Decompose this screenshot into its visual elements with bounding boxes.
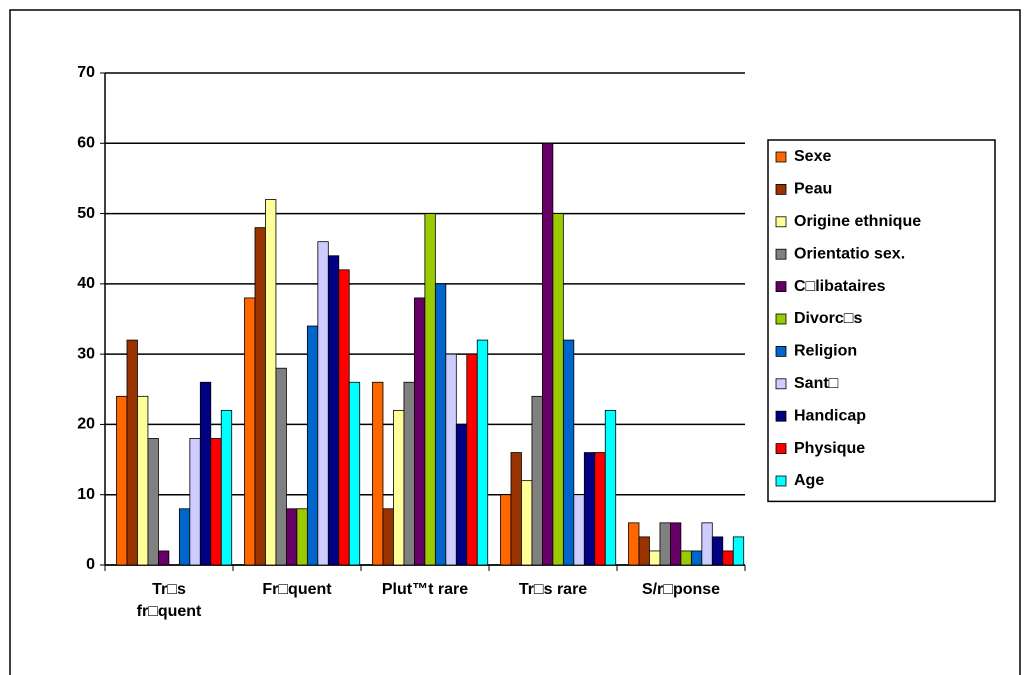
bar (542, 142, 554, 566)
bar (275, 367, 287, 566)
bar (116, 395, 128, 566)
legend-label: C□libataires (794, 278, 886, 295)
legend-box (767, 139, 996, 503)
bar (722, 550, 734, 566)
bar (573, 494, 585, 566)
bar (424, 213, 436, 566)
legend-label: Orientatio sex. (794, 245, 905, 262)
bar (732, 536, 745, 566)
bar (286, 508, 298, 566)
bar (126, 339, 138, 566)
y-tick-label: 70 (77, 64, 95, 81)
bar (604, 409, 617, 566)
bar (531, 395, 543, 566)
bar (594, 452, 606, 566)
bar (348, 381, 361, 566)
legend-swatch (775, 378, 787, 390)
legend-swatch (775, 216, 787, 228)
legend-label: Handicap (794, 407, 866, 424)
y-tick-label: 60 (77, 135, 95, 152)
legend-label: Peau (794, 181, 832, 198)
bar (403, 381, 415, 566)
legend-swatch (775, 345, 787, 357)
bar (521, 480, 533, 566)
bar (466, 353, 478, 566)
bar (455, 424, 468, 566)
bar (306, 325, 319, 566)
bar (338, 269, 350, 566)
bar (372, 381, 384, 566)
legend-label: Origine ethnique (794, 213, 921, 230)
bar (220, 409, 233, 566)
y-tick-label: 50 (77, 205, 95, 222)
bar (690, 550, 703, 566)
legend-label: Physique (794, 440, 865, 457)
bar (628, 522, 640, 566)
bar (147, 438, 159, 566)
bar (649, 550, 661, 566)
bar (296, 508, 308, 566)
bar (562, 339, 575, 566)
legend-swatch (775, 151, 787, 163)
bar (552, 213, 564, 566)
legend-swatch (775, 410, 787, 422)
legend-swatch (775, 281, 787, 293)
bar (393, 409, 405, 566)
y-tick-label: 20 (77, 416, 95, 433)
y-tick-label: 0 (86, 556, 95, 573)
frame (9, 9, 1021, 675)
bar (189, 438, 201, 566)
bar (265, 199, 277, 566)
x-tick-label: Plut™t rare (381, 581, 469, 598)
bar (445, 353, 457, 566)
legend-label: Religion (794, 343, 857, 360)
bar (583, 452, 596, 566)
bar (254, 227, 266, 566)
bar (137, 395, 149, 566)
legend-swatch (775, 313, 787, 325)
x-tick-label: S/r□ponse (641, 581, 721, 598)
legend-swatch (775, 475, 787, 487)
x-tick-label: Tr□s rare (518, 581, 588, 598)
y-tick-label: 40 (77, 275, 95, 292)
bar (414, 297, 426, 566)
legend-swatch (775, 183, 787, 195)
bar (382, 508, 394, 566)
bar (317, 241, 329, 566)
bar (178, 508, 191, 566)
y-tick-label: 30 (77, 345, 95, 362)
bar (638, 536, 650, 566)
legend-label: Sant□ (794, 375, 839, 392)
legend-swatch (775, 443, 787, 455)
bar (199, 381, 212, 566)
legend-swatch (775, 248, 787, 260)
x-tick-label: Fr□quent (262, 581, 332, 598)
bar (670, 522, 682, 566)
legend-label: Age (794, 472, 824, 489)
bar (500, 494, 512, 566)
bar (680, 550, 692, 566)
bar (210, 438, 222, 566)
bar (701, 522, 713, 566)
y-tick-label: 10 (77, 486, 95, 503)
bar (476, 339, 489, 566)
bar (327, 255, 340, 566)
legend-label: Divorc□s (794, 310, 862, 327)
bar (711, 536, 724, 566)
bar (434, 283, 447, 566)
bar (510, 452, 522, 566)
bar (659, 522, 671, 566)
bar (244, 297, 256, 566)
x-tick-label: Tr□s fr□quent (136, 581, 202, 620)
legend-label: Sexe (794, 148, 831, 165)
bar (158, 550, 170, 566)
